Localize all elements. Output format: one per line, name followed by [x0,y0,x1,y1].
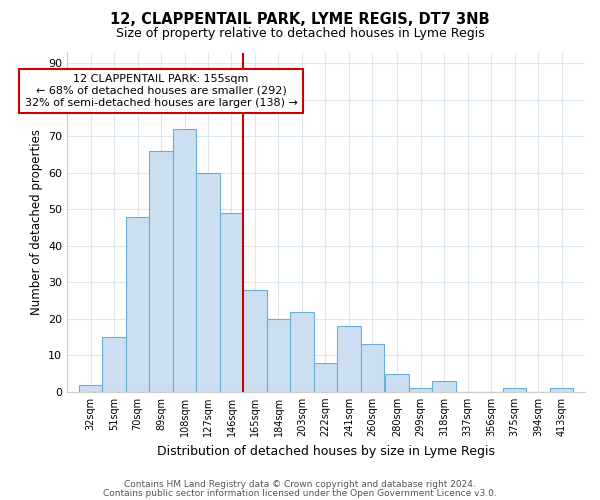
Text: 12 CLAPPENTAIL PARK: 155sqm
← 68% of detached houses are smaller (292)
32% of se: 12 CLAPPENTAIL PARK: 155sqm ← 68% of det… [25,74,298,108]
Bar [314,362,337,392]
Text: Size of property relative to detached houses in Lyme Regis: Size of property relative to detached ho… [116,28,484,40]
Bar [220,213,243,392]
Text: 12, CLAPPENTAIL PARK, LYME REGIS, DT7 3NB: 12, CLAPPENTAIL PARK, LYME REGIS, DT7 3N… [110,12,490,28]
Bar [149,151,173,392]
Bar [433,381,456,392]
X-axis label: Distribution of detached houses by size in Lyme Regis: Distribution of detached houses by size … [157,444,495,458]
Bar [243,290,267,392]
Text: Contains public sector information licensed under the Open Government Licence v3: Contains public sector information licen… [103,489,497,498]
Bar [290,312,314,392]
Bar [267,319,290,392]
Bar [126,216,149,392]
Bar [196,173,220,392]
Bar [79,384,103,392]
Bar [409,388,433,392]
Y-axis label: Number of detached properties: Number of detached properties [29,129,43,315]
Bar [385,374,409,392]
Text: Contains HM Land Registry data © Crown copyright and database right 2024.: Contains HM Land Registry data © Crown c… [124,480,476,489]
Bar [103,337,126,392]
Bar [503,388,526,392]
Bar [337,326,361,392]
Bar [550,388,573,392]
Bar [361,344,384,392]
Bar [173,129,196,392]
